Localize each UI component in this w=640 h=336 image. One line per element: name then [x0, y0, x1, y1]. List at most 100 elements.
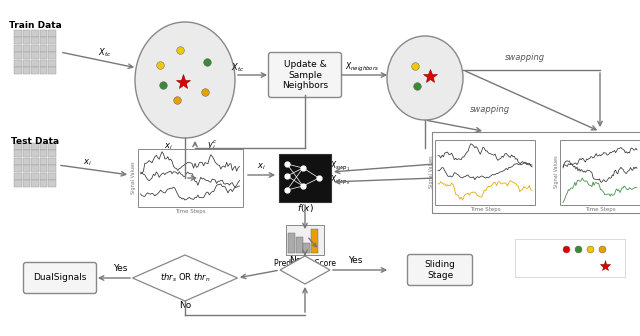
- Text: swapping: swapping: [505, 53, 545, 62]
- Bar: [48, 143, 56, 150]
- Text: $X_{swp_n}$: $X_{swp_n}$: [330, 173, 350, 186]
- Bar: [31, 37, 39, 44]
- Bar: [288, 233, 295, 253]
- Bar: [23, 143, 31, 150]
- Bar: [40, 30, 47, 37]
- Bar: [15, 180, 22, 187]
- Bar: [48, 30, 56, 37]
- Text: $X_{tc}$: $X_{tc}$: [231, 62, 244, 74]
- Bar: [31, 165, 39, 172]
- Bar: [23, 60, 31, 67]
- Bar: [40, 45, 47, 52]
- Bar: [303, 243, 310, 253]
- Text: DualSignals: DualSignals: [33, 274, 86, 283]
- Bar: [40, 143, 47, 150]
- Bar: [15, 151, 22, 157]
- Text: $f(x)$: $f(x)$: [296, 202, 314, 214]
- Bar: [15, 173, 22, 180]
- Bar: [31, 158, 39, 165]
- Bar: [23, 68, 31, 74]
- Bar: [23, 151, 31, 157]
- Bar: [31, 151, 39, 157]
- Bar: [15, 45, 22, 52]
- Text: $X_{neighbors}$: $X_{neighbors}$: [345, 60, 379, 74]
- Bar: [286, 225, 324, 255]
- Text: Time Steps: Time Steps: [585, 207, 615, 211]
- Text: $y_i^c$: $y_i^c$: [207, 139, 218, 153]
- Bar: [40, 52, 47, 59]
- Text: $X_{swp_1}$: $X_{swp_1}$: [330, 159, 350, 173]
- Bar: [31, 30, 39, 37]
- Bar: [296, 238, 303, 253]
- Bar: [515, 239, 625, 277]
- Text: Signal Values: Signal Values: [131, 162, 136, 194]
- Bar: [40, 165, 47, 172]
- Bar: [48, 173, 56, 180]
- Text: $x_i$: $x_i$: [164, 141, 173, 152]
- Bar: [23, 158, 31, 165]
- Bar: [48, 68, 56, 74]
- Bar: [31, 180, 39, 187]
- Bar: [31, 143, 39, 150]
- Bar: [15, 143, 22, 150]
- Text: Train Data: Train Data: [8, 20, 61, 30]
- Bar: [138, 149, 243, 207]
- Bar: [23, 30, 31, 37]
- FancyBboxPatch shape: [408, 254, 472, 286]
- Bar: [48, 60, 56, 67]
- Text: No: No: [179, 301, 191, 310]
- Bar: [31, 68, 39, 74]
- Bar: [48, 158, 56, 165]
- Bar: [432, 131, 640, 212]
- Bar: [23, 37, 31, 44]
- Bar: [40, 151, 47, 157]
- Bar: [15, 52, 22, 59]
- Bar: [48, 37, 56, 44]
- Bar: [23, 165, 31, 172]
- Text: $x_i$: $x_i$: [257, 162, 266, 172]
- Text: Instance of interest: Instance of interest: [519, 261, 601, 270]
- Bar: [15, 60, 22, 67]
- FancyBboxPatch shape: [269, 52, 342, 97]
- Text: Yes: Yes: [113, 264, 127, 273]
- Bar: [310, 229, 317, 253]
- Bar: [40, 68, 47, 74]
- Bar: [40, 37, 47, 44]
- Bar: [23, 173, 31, 180]
- Text: Classes: Classes: [519, 245, 551, 253]
- Bar: [40, 173, 47, 180]
- Text: Signal Values: Signal Values: [429, 156, 434, 188]
- Bar: [15, 165, 22, 172]
- Text: $X_{tc}$: $X_{tc}$: [98, 47, 112, 59]
- Bar: [31, 45, 39, 52]
- Text: Time Steps: Time Steps: [175, 209, 205, 214]
- Bar: [560, 139, 640, 205]
- Bar: [435, 139, 535, 205]
- Polygon shape: [280, 256, 330, 284]
- Text: Yes: Yes: [348, 256, 362, 265]
- Bar: [279, 154, 331, 202]
- Bar: [40, 60, 47, 67]
- Text: $thr_s$ OR $thr_n$: $thr_s$ OR $thr_n$: [160, 272, 210, 284]
- Text: No: No: [289, 256, 301, 265]
- Bar: [40, 180, 47, 187]
- Ellipse shape: [387, 36, 463, 120]
- Bar: [23, 180, 31, 187]
- Polygon shape: [132, 255, 237, 301]
- FancyBboxPatch shape: [24, 262, 97, 294]
- Ellipse shape: [135, 22, 235, 138]
- Bar: [23, 52, 31, 59]
- Bar: [15, 37, 22, 44]
- Bar: [31, 60, 39, 67]
- Bar: [48, 165, 56, 172]
- Bar: [23, 45, 31, 52]
- Text: Time Steps: Time Steps: [470, 207, 500, 211]
- Text: Update &
Sample
Neighbors: Update & Sample Neighbors: [282, 60, 328, 90]
- Text: Prediction Score: Prediction Score: [274, 259, 336, 268]
- Text: Test Data: Test Data: [11, 137, 59, 146]
- Bar: [31, 52, 39, 59]
- Bar: [48, 45, 56, 52]
- Text: Signal Values: Signal Values: [554, 156, 559, 188]
- Bar: [48, 151, 56, 157]
- Bar: [48, 52, 56, 59]
